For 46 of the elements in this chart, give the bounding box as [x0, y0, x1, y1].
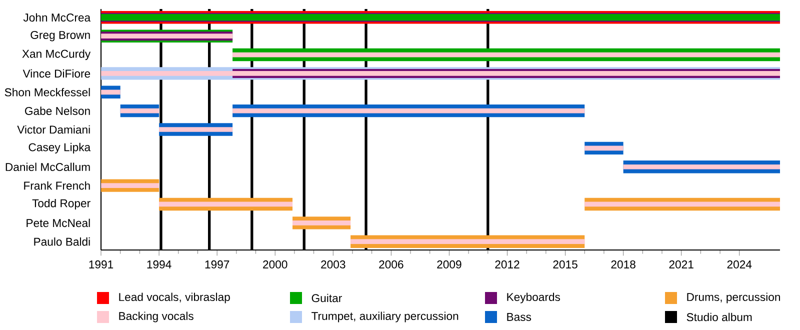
- y-tick-label: Shon Meckfessel: [4, 88, 90, 96]
- bar: [101, 90, 120, 95]
- y-tick-label: Daniel McCallum: [6, 162, 90, 172]
- x-tick-label: 2024: [727, 260, 752, 268]
- y-tick-label: John McCrea: [23, 13, 91, 22]
- y-tick-label: Paulo Baldi: [34, 237, 90, 246]
- x-tick-label: 2009: [437, 260, 462, 268]
- bar: [120, 108, 160, 114]
- bar: [159, 202, 293, 207]
- y-tick-label: Pete McNeal: [26, 218, 90, 228]
- bar: [584, 146, 624, 151]
- x-tick-label: 2021: [669, 260, 694, 268]
- bar: [232, 108, 585, 114]
- bar: [292, 220, 351, 226]
- x-tick-label: 2015: [553, 260, 578, 268]
- legend-label: Guitar: [312, 294, 342, 302]
- bar: [101, 183, 160, 188]
- x-tick-label: 2006: [379, 260, 404, 268]
- y-tick-label: Xan McCurdy: [22, 49, 91, 60]
- y-tick-label: Todd Roper: [32, 198, 90, 210]
- x-tick-label: 2003: [321, 260, 346, 268]
- bar: [623, 164, 780, 170]
- y-tick-label: Gabe Nelson: [25, 106, 90, 115]
- legend-label: Keyboards: [507, 292, 560, 304]
- y-tick-label: Victor Damiani: [17, 125, 90, 134]
- y-tick-label: Frank French: [24, 181, 90, 190]
- x-tick-label: 1991: [89, 260, 114, 268]
- x-tick-label: 2018: [611, 260, 636, 268]
- x-tick-label: 1997: [205, 260, 230, 268]
- bar: [232, 52, 780, 58]
- bar: [101, 71, 780, 76]
- legend-label: Trumpet, auxiliary percussion: [312, 312, 458, 322]
- legend-label: Drums, percussion: [687, 292, 780, 304]
- legend-label: Backing vocals: [119, 312, 194, 322]
- x-tick-label: 1994: [147, 260, 172, 268]
- legend-label: Bass: [507, 313, 532, 321]
- y-tick-label: Vince DiFiore: [22, 69, 90, 78]
- x-tick-label: 2012: [495, 260, 520, 268]
- y-tick-label: Greg Brown: [30, 30, 90, 42]
- y-tick-label: Casey Lipka: [28, 142, 91, 154]
- bar: [584, 202, 780, 207]
- legend-label: Studio album: [686, 312, 752, 322]
- legend-label: Lead vocals, vibraslap: [119, 292, 230, 304]
- bar: [350, 239, 585, 244]
- bar: [159, 127, 233, 132]
- x-tick-label: 2000: [263, 260, 288, 268]
